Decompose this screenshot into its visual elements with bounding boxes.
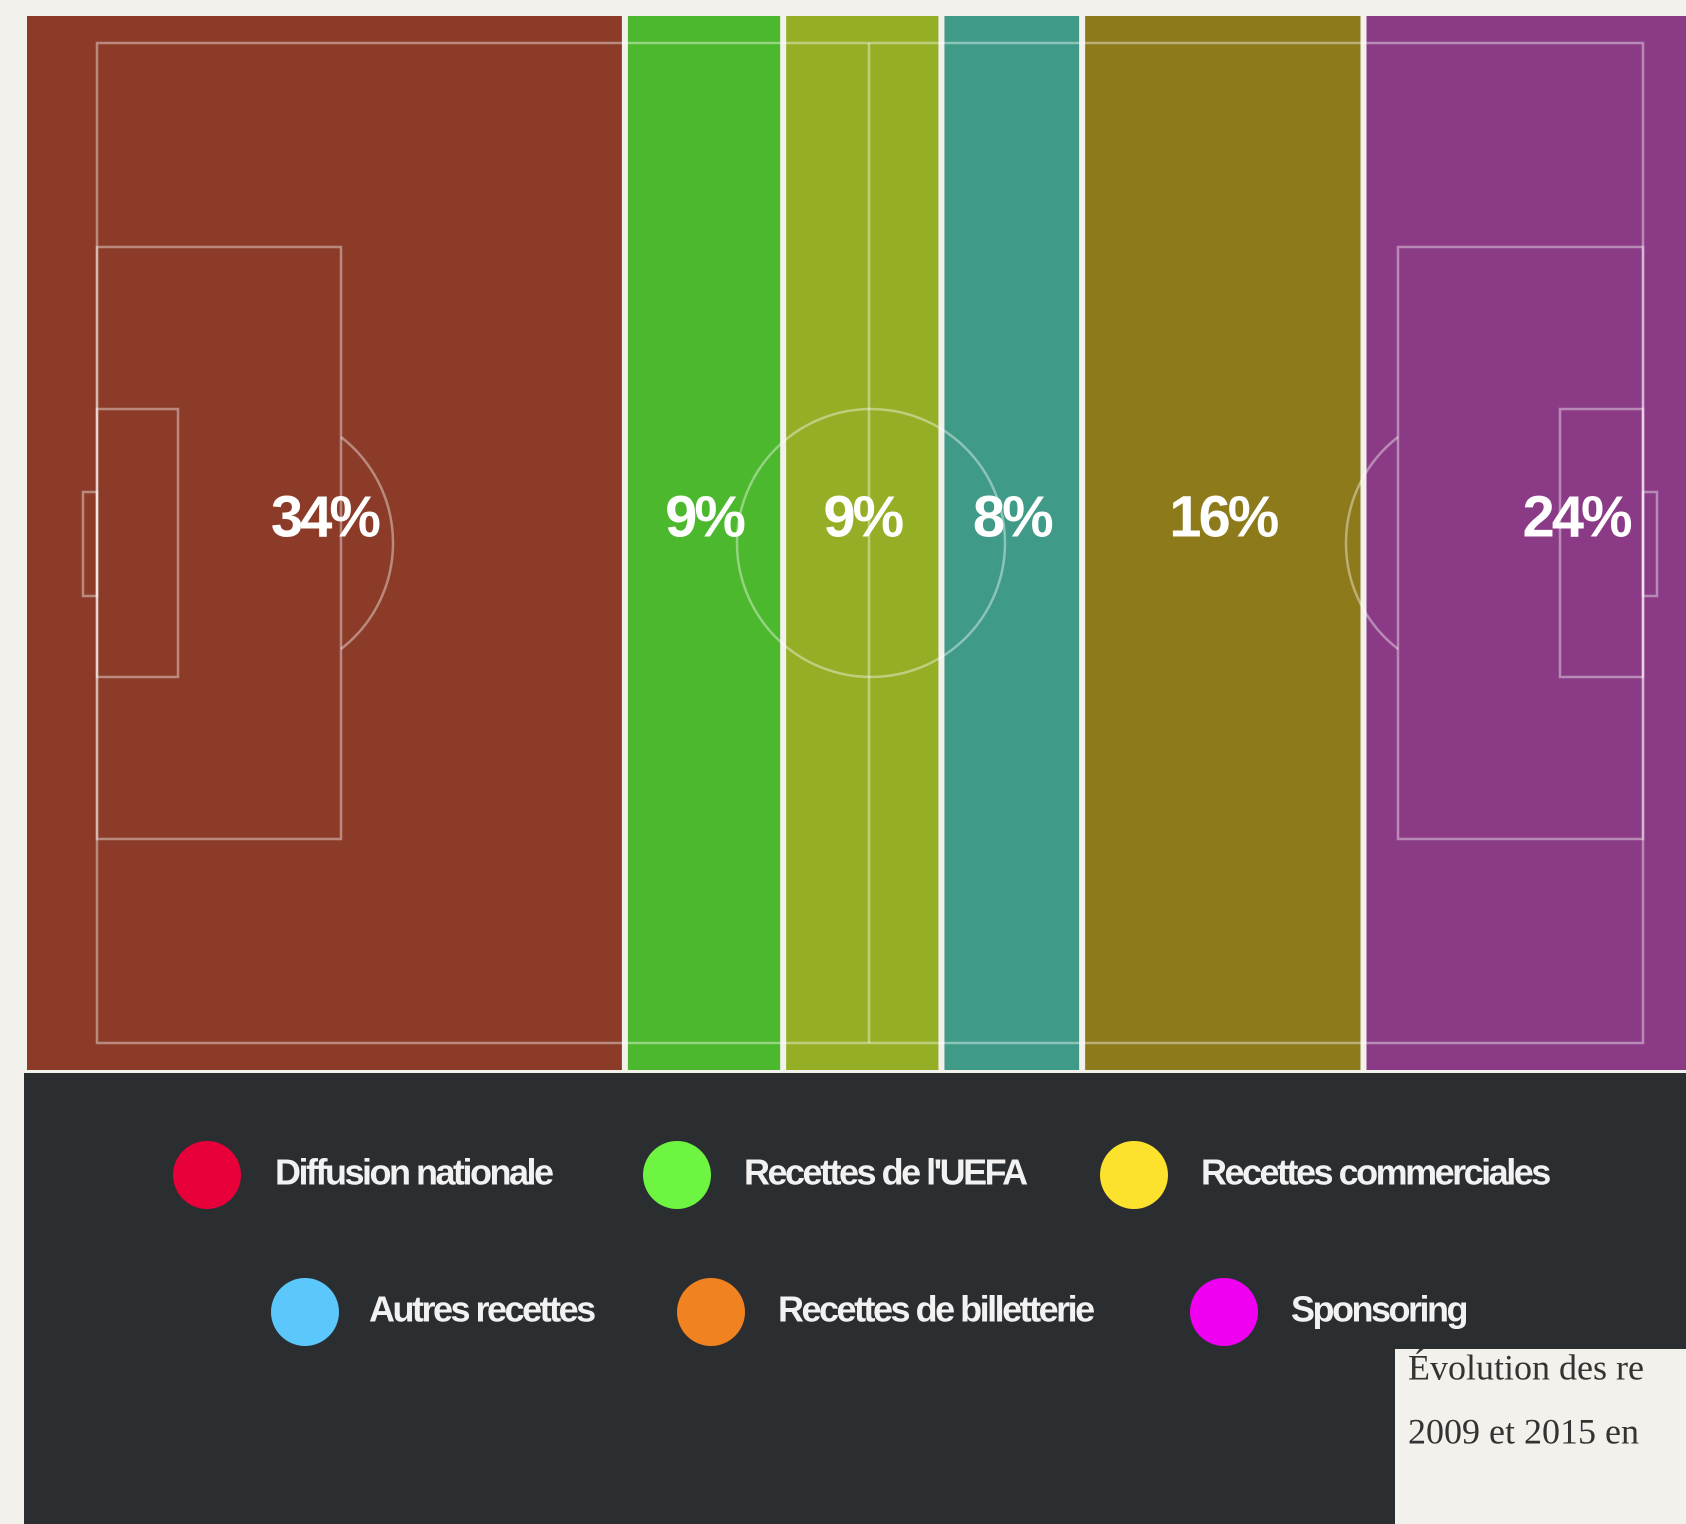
- value-label: 16%: [1169, 484, 1279, 549]
- goal: [1641, 490, 1659, 598]
- penalty-arc: [1344, 436, 1399, 650]
- goal-box: [1558, 407, 1645, 679]
- penalty-box: [1396, 245, 1645, 841]
- bands: [27, 16, 1686, 1070]
- bar-segment: [786, 16, 939, 1070]
- legend-marker: [643, 1141, 711, 1209]
- goal: [81, 490, 99, 598]
- legend-label: Autres recettes: [369, 1289, 595, 1330]
- legend-marker: [1100, 1141, 1168, 1209]
- caption-line: Évolution des re: [1408, 1347, 1644, 1387]
- legend-marker: [677, 1278, 745, 1346]
- bar-segment: [1085, 16, 1361, 1070]
- value-label: 8%: [973, 484, 1053, 549]
- value-label: 9%: [665, 484, 745, 549]
- legend: Diffusion nationale Recettes de l'UEFA Rec…: [173, 1141, 1553, 1346]
- bar-segment: [627, 16, 781, 1070]
- value-label: 9%: [823, 484, 903, 549]
- center-circle: [735, 407, 1007, 679]
- caption-box: [1395, 1349, 1686, 1524]
- pitch-lines: [81, 41, 1659, 1045]
- caption-line: 2009 et 2015 en: [1408, 1411, 1639, 1451]
- value-label: 34%: [271, 484, 381, 549]
- penalty-box: [95, 245, 343, 841]
- legend-label: Recettes de billetterie: [778, 1289, 1094, 1330]
- bar-segment: [27, 16, 622, 1070]
- legend-label: Recettes commerciales: [1201, 1152, 1550, 1193]
- legend-marker: [271, 1278, 339, 1346]
- value-labels: 34% 9% 9% 8% 16% 24%: [271, 484, 1635, 549]
- bar-segment: [944, 16, 1080, 1070]
- penalty-arc: [340, 436, 395, 650]
- pitch-outline: [95, 41, 1645, 1045]
- legend-label: Sponsoring: [1291, 1289, 1466, 1330]
- legend-label: Diffusion nationale: [275, 1152, 553, 1193]
- goal-box: [95, 407, 180, 679]
- value-label: 24%: [1522, 484, 1632, 549]
- bar-segment: [1366, 16, 1686, 1070]
- legend-label: Recettes de l'UEFA: [744, 1152, 1028, 1193]
- legend-marker: [1190, 1278, 1258, 1346]
- legend-marker: [173, 1141, 241, 1209]
